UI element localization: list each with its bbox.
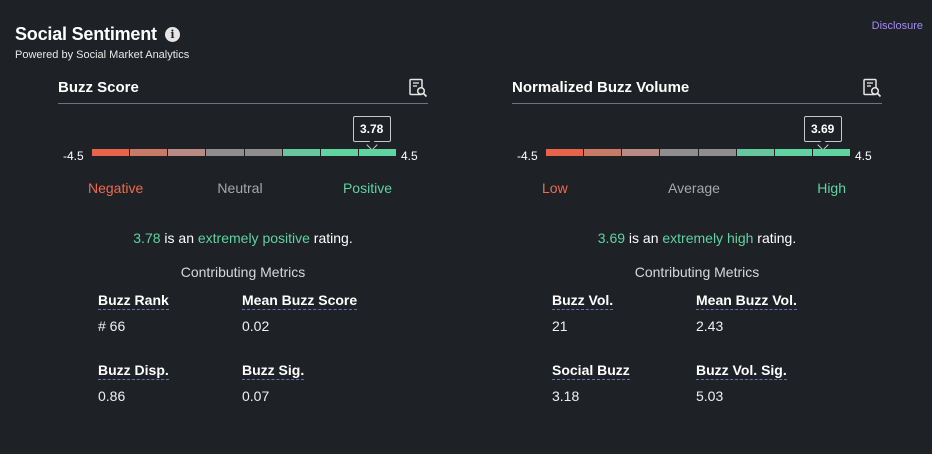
scale-bar [546, 149, 850, 156]
metric-label[interactable]: Buzz Vol. Sig. [696, 362, 787, 380]
scale-segment [130, 149, 169, 156]
scale-segment [206, 149, 245, 156]
panel-title: Buzz Score [58, 79, 139, 96]
metric-label[interactable]: Buzz Sig. [242, 362, 305, 380]
scale-segment [698, 149, 737, 156]
rating-sentence: 3.69 is an extremely high rating. [512, 230, 882, 246]
rating-value: 3.78 [133, 230, 161, 246]
sentiment-scale: 3.78 -4.5 4.5 [58, 116, 428, 166]
scale-min-label: -4.5 [517, 149, 538, 163]
metric-label[interactable]: Mean Buzz Vol. [696, 292, 797, 310]
scale-low-label: Negative [88, 180, 144, 196]
scale-segment [92, 149, 131, 156]
document-search-icon[interactable] [408, 78, 428, 98]
metric: Buzz Disp. 0.86 [98, 362, 238, 404]
metric-value: 5.03 [696, 388, 724, 404]
metric: Mean Buzz Score 0.02 [242, 292, 402, 334]
buzz-score-panel: Buzz Score 3.78 -4.5 4.5 Negative Neutra… [58, 76, 428, 436]
metric: Mean Buzz Vol. 2.43 [696, 292, 856, 334]
metric-value: 0.86 [98, 388, 126, 404]
widget-title-text: Social Sentiment [15, 24, 157, 44]
scale-segment [244, 149, 283, 156]
scale-min-label: -4.5 [63, 149, 84, 163]
scale-segment [168, 149, 207, 156]
value-tooltip: 3.78 [352, 116, 391, 142]
rating-end-text: rating. [753, 230, 797, 246]
disclosure-link[interactable]: Disclosure [871, 20, 923, 32]
metric-label[interactable]: Buzz Disp. [98, 362, 169, 380]
rating-value: 3.69 [597, 230, 626, 246]
metric-label[interactable]: Buzz Rank [98, 292, 169, 310]
scale-low-label: Low [542, 180, 568, 196]
metric: Buzz Vol. 21 [552, 292, 692, 334]
scale-max-label: 4.5 [855, 149, 872, 163]
metric: Buzz Vol. Sig. 5.03 [696, 362, 856, 404]
scale-labels: Negative Neutral Positive [88, 180, 392, 200]
scale-mid-label: Average [668, 180, 720, 196]
metric-value: 0.07 [242, 388, 270, 404]
contributing-metrics-heading: Contributing Metrics [634, 264, 760, 280]
info-icon[interactable]: i [164, 27, 180, 42]
scale-segment [282, 149, 321, 156]
metric-value: 21 [552, 318, 568, 334]
scale-segment [546, 149, 585, 156]
metric-value: # 66 [98, 318, 126, 334]
scale-segment [358, 149, 396, 156]
panel-header: Normalized Buzz Volume [512, 76, 882, 104]
metric: Buzz Rank # 66 [98, 292, 238, 334]
scale-segment [660, 149, 699, 156]
sentiment-scale: 3.69 -4.5 4.5 [512, 116, 882, 166]
metric-label[interactable]: Buzz Vol. [552, 292, 614, 310]
widget-subtitle: Powered by Social Market Analytics [15, 49, 190, 61]
scale-mid-label: Neutral [217, 180, 263, 196]
metric-value: 2.43 [696, 318, 724, 334]
metric-value: 0.02 [242, 318, 270, 334]
metric-label[interactable]: Mean Buzz Score [242, 292, 358, 310]
scale-segment [736, 149, 775, 156]
rating-mid-text: is an [160, 230, 198, 246]
rating-quality: extremely positive [197, 230, 310, 246]
normalized-buzz-volume-panel: Normalized Buzz Volume 3.69 -4.5 4.5 Low… [512, 76, 882, 436]
scale-high-label: Positive [342, 180, 392, 196]
panel-title: Normalized Buzz Volume [512, 79, 690, 96]
scale-bar [92, 149, 396, 156]
rating-sentence: 3.78 is an extremely positive rating. [58, 230, 428, 246]
scale-high-label: High [817, 180, 846, 196]
metric-value: 3.18 [552, 388, 580, 404]
metric: Social Buzz 3.18 [552, 362, 692, 404]
scale-segment [774, 149, 813, 156]
scale-segment [584, 149, 623, 156]
metric: Buzz Sig. 0.07 [242, 362, 402, 404]
rating-mid-text: is an [625, 230, 663, 246]
scale-labels: Low Average High [542, 180, 846, 200]
scale-segment [320, 149, 359, 156]
widget-title: Social Sentiment i [15, 24, 180, 45]
scale-segment [812, 149, 850, 156]
rating-end-text: rating. [309, 230, 353, 246]
panel-header: Buzz Score [58, 76, 428, 104]
scale-segment [622, 149, 661, 156]
document-search-icon[interactable] [862, 78, 882, 98]
metric-label[interactable]: Social Buzz [552, 362, 630, 380]
rating-quality: extremely high [662, 230, 754, 246]
contributing-metrics-heading: Contributing Metrics [180, 264, 306, 280]
scale-max-label: 4.5 [401, 149, 418, 163]
